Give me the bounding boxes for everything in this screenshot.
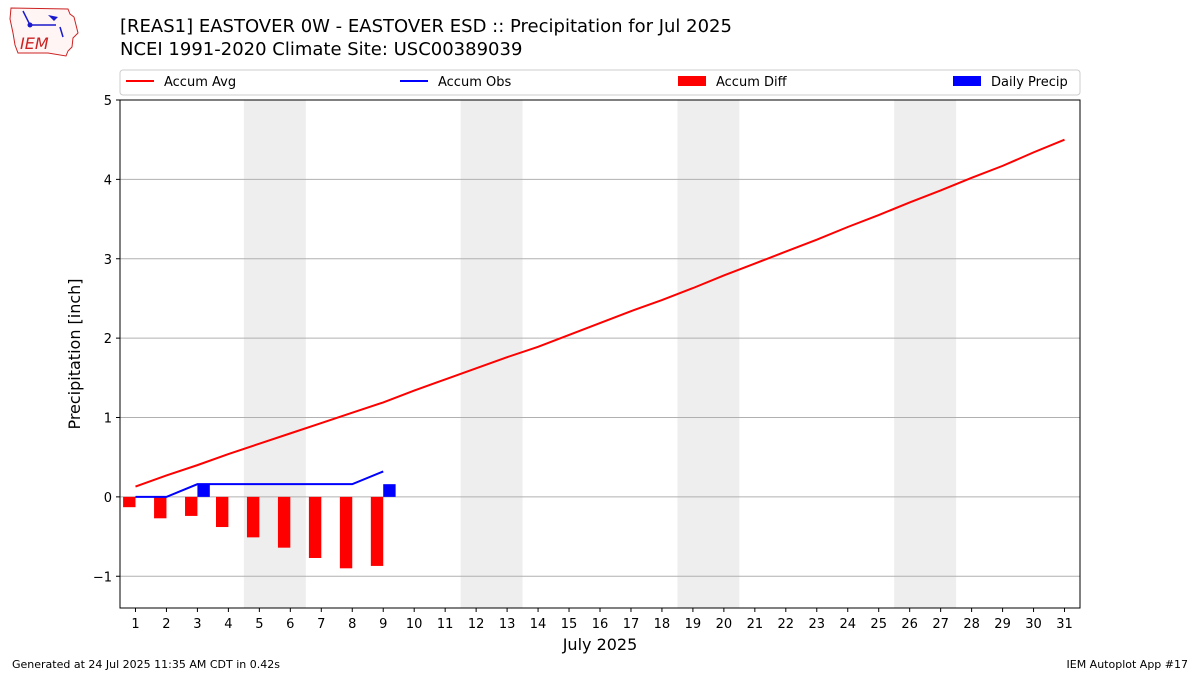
x-tick-label: 9 — [379, 617, 387, 632]
accum-avg-line — [135, 138, 1065, 488]
x-tick-label: 10 — [406, 617, 423, 632]
logo-text: IEM — [20, 34, 49, 53]
x-tick-label: 23 — [809, 617, 826, 632]
weekend-shade — [894, 100, 957, 608]
x-tick-label: 14 — [530, 617, 547, 632]
y-tick-label: 0 — [104, 491, 112, 506]
x-tick-label: 12 — [468, 617, 485, 632]
x-tick-label: 3 — [193, 617, 201, 632]
generated-timestamp: Generated at 24 Jul 2025 11:35 AM CDT in… — [12, 658, 280, 671]
x-axis-label: July 2025 — [562, 635, 638, 654]
accum-obs-line — [135, 470, 384, 498]
x-tick-label: 6 — [286, 617, 294, 632]
chart-subtitle: NCEI 1991-2020 Climate Site: USC00389039 — [120, 39, 523, 60]
x-tick-label: 30 — [1025, 617, 1042, 632]
x-tick-label: 13 — [499, 617, 516, 632]
x-tick-label: 15 — [561, 617, 578, 632]
x-axis-ticks: 1 2 3 4 5 6 7 8 9 10 11 12 13 14 15 16 17 18 19 20 21 22 23 24 2… — [131, 608, 1073, 632]
x-tick-label: 29 — [994, 617, 1011, 632]
x-tick-label: 8 — [348, 617, 356, 632]
x-tick-label: 22 — [778, 617, 795, 632]
x-tick-label: 31 — [1056, 617, 1073, 632]
x-tick-label: 25 — [870, 617, 887, 632]
accum-diff-bar — [308, 496, 322, 558]
accum-diff-bar — [154, 496, 167, 519]
y-tick-label: 5 — [104, 94, 112, 109]
x-tick-label: 11 — [437, 617, 454, 632]
y-tick-label: 3 — [104, 253, 112, 268]
x-tick-label: 4 — [224, 617, 232, 632]
x-tick-label: 2 — [162, 617, 170, 632]
y-tick-label: −1 — [93, 570, 112, 585]
weekend-shade — [460, 100, 523, 608]
accum-diff-bar — [123, 496, 136, 508]
y-tick-label: 2 — [104, 332, 112, 347]
app-credit: IEM Autoplot App #17 — [1066, 658, 1189, 671]
x-tick-label: 5 — [255, 617, 263, 632]
legend-swatch-accum-diff — [678, 76, 706, 86]
accum-diff-bar — [339, 496, 353, 569]
x-tick-label: 7 — [317, 617, 325, 632]
x-tick-label: 26 — [901, 617, 918, 632]
accum-diff-bar — [246, 496, 260, 538]
accum-diff-bar — [185, 496, 198, 516]
x-tick-label: 17 — [623, 617, 640, 632]
x-tick-label: 21 — [747, 617, 764, 632]
accum-diff-bar — [370, 496, 384, 566]
chart-title: [REAS1] EASTOVER 0W - EASTOVER ESD :: Pr… — [120, 16, 732, 37]
iem-logo: IEM — [8, 5, 82, 63]
x-tick-label: 1 — [131, 617, 139, 632]
legend-label-daily-precip: Daily Precip — [991, 75, 1068, 90]
lines — [135, 138, 1065, 498]
x-tick-label: 20 — [716, 617, 733, 632]
x-tick-label: 18 — [654, 617, 671, 632]
x-tick-label: 24 — [839, 617, 856, 632]
legend-label-accum-diff: Accum Diff — [716, 75, 788, 90]
y-tick-label: 4 — [104, 173, 112, 188]
bars — [123, 484, 396, 569]
x-tick-label: 19 — [685, 617, 702, 632]
x-tick-label: 28 — [963, 617, 980, 632]
daily-precip-bar — [383, 484, 396, 497]
legend: Accum Avg Accum Obs Accum Diff Daily Precip — [119, 69, 1081, 96]
x-tick-label: 27 — [932, 617, 949, 632]
accum-diff-bar — [277, 496, 291, 548]
legend-swatch-daily-precip — [953, 76, 981, 86]
y-tick-label: 1 — [104, 412, 112, 427]
legend-label-accum-obs: Accum Obs — [438, 75, 511, 90]
legend-label-accum-avg: Accum Avg — [164, 75, 236, 90]
daily-precip-bar — [197, 484, 210, 497]
weekend-shading — [243, 100, 957, 608]
x-tick-label: 16 — [592, 617, 609, 632]
legend-box — [119, 69, 1081, 96]
weekend-shade — [677, 100, 740, 608]
accum-diff-bar — [216, 496, 229, 528]
y-axis-ticks: −1 0 1 2 3 4 5 — [93, 94, 120, 585]
y-axis-label: Precipitation [inch] — [65, 278, 84, 429]
